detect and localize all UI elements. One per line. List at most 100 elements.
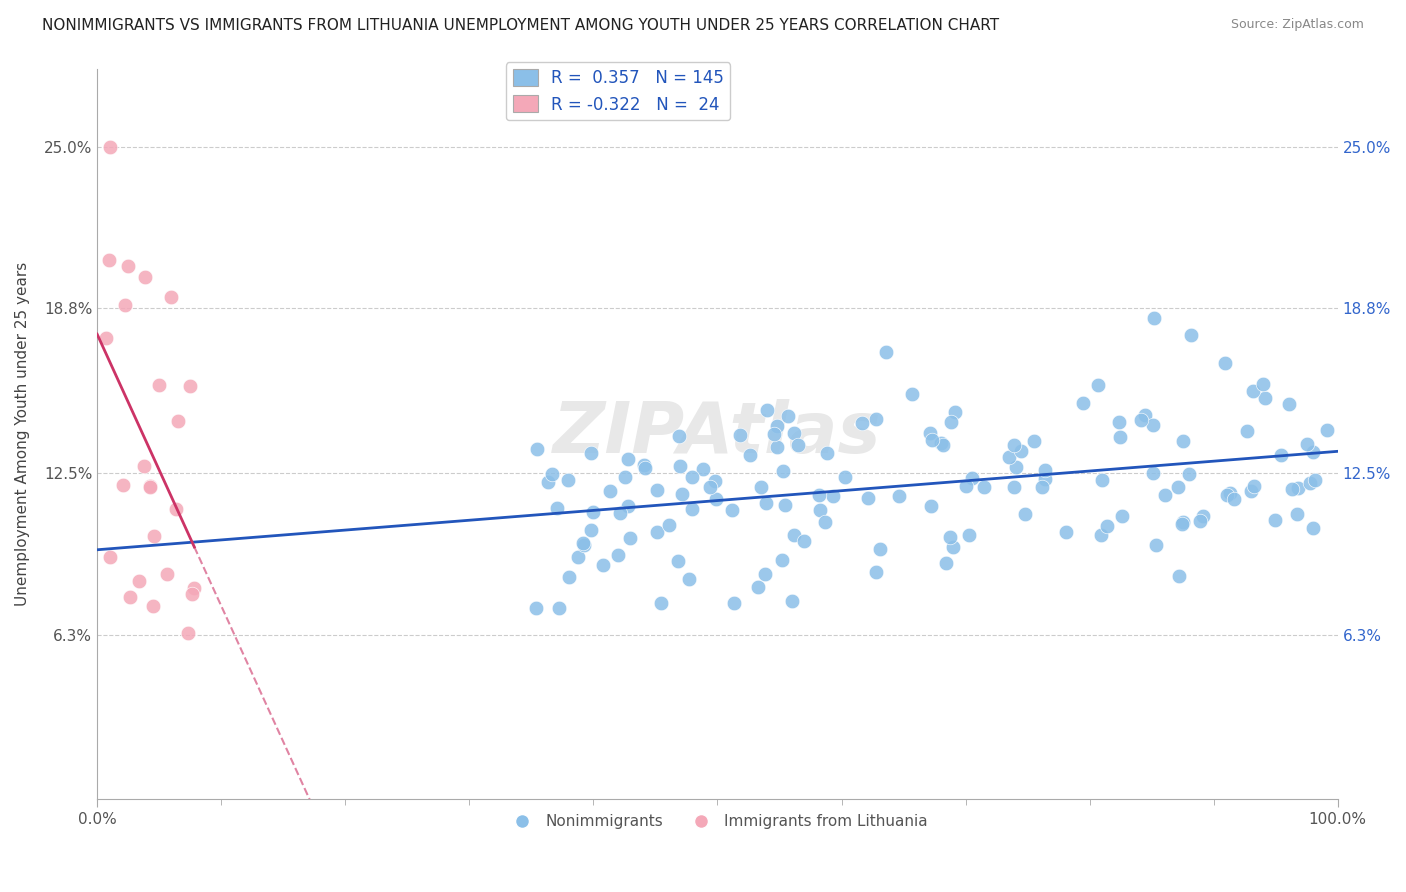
Point	[1035, 472, 1057, 486]
Point	[875, 345, 897, 359]
Point	[1014, 508, 1036, 522]
Point	[1180, 328, 1202, 343]
Point	[1216, 488, 1239, 502]
Point	[1022, 434, 1045, 448]
Point	[921, 433, 943, 447]
Point	[1108, 430, 1130, 444]
Point	[1054, 525, 1077, 540]
Point	[960, 470, 983, 484]
Point	[782, 528, 804, 542]
Point	[793, 533, 815, 548]
Point	[728, 428, 751, 442]
Point	[177, 625, 200, 640]
Point	[998, 450, 1021, 464]
Point	[699, 480, 721, 494]
Point	[681, 470, 703, 484]
Point	[179, 378, 201, 392]
Point	[865, 565, 887, 579]
Point	[1010, 443, 1032, 458]
Point	[692, 462, 714, 476]
Point	[112, 478, 135, 492]
Point	[1171, 515, 1194, 529]
Point	[634, 460, 657, 475]
Point	[1144, 538, 1167, 552]
Point	[167, 414, 190, 428]
Y-axis label: Unemployment Among Youth under 25 years: Unemployment Among Youth under 25 years	[15, 261, 30, 606]
Point	[582, 505, 605, 519]
Point	[98, 253, 121, 268]
Point	[159, 290, 181, 304]
Point	[165, 502, 187, 516]
Point	[957, 528, 980, 542]
Point	[607, 548, 630, 562]
Point	[755, 402, 778, 417]
Point	[1173, 434, 1195, 448]
Point	[1133, 409, 1156, 423]
Point	[183, 582, 205, 596]
Point	[865, 412, 887, 426]
Point	[1296, 437, 1319, 451]
Point	[1253, 391, 1275, 405]
Point	[704, 491, 727, 506]
Point	[613, 470, 636, 484]
Point	[810, 503, 832, 517]
Point	[180, 587, 202, 601]
Point	[1091, 473, 1114, 487]
Point	[142, 599, 165, 613]
Point	[609, 506, 631, 520]
Point	[1143, 311, 1166, 326]
Point	[128, 574, 150, 588]
Point	[1299, 475, 1322, 490]
Point	[117, 259, 139, 273]
Point	[740, 448, 762, 462]
Point	[704, 474, 727, 488]
Point	[935, 556, 957, 570]
Point	[592, 558, 614, 572]
Point	[681, 501, 703, 516]
Point	[942, 540, 965, 554]
Point	[94, 331, 117, 345]
Point	[869, 541, 891, 556]
Point	[1142, 418, 1164, 433]
Point	[780, 594, 803, 608]
Point	[955, 479, 977, 493]
Point	[650, 596, 672, 610]
Point	[808, 488, 831, 502]
Point	[1215, 356, 1237, 370]
Point	[943, 405, 966, 419]
Point	[1243, 479, 1265, 493]
Point	[537, 475, 560, 490]
Point	[932, 438, 955, 452]
Point	[540, 467, 562, 481]
Point	[1251, 376, 1274, 391]
Point	[134, 269, 156, 284]
Point	[938, 530, 960, 544]
Point	[834, 470, 856, 484]
Point	[823, 489, 845, 503]
Text: Source: ZipAtlas.com: Source: ZipAtlas.com	[1230, 18, 1364, 31]
Point	[134, 458, 156, 473]
Point	[754, 567, 776, 582]
Point	[918, 425, 941, 440]
Point	[524, 601, 547, 615]
Point	[671, 487, 693, 501]
Point	[1285, 507, 1308, 521]
Point	[920, 499, 942, 513]
Point	[98, 549, 121, 564]
Point	[546, 500, 568, 515]
Point	[1108, 415, 1130, 429]
Text: ZIPAtlas: ZIPAtlas	[553, 400, 882, 468]
Point	[1071, 396, 1094, 410]
Point	[765, 419, 787, 434]
Point	[1191, 508, 1213, 523]
Point	[1002, 480, 1025, 494]
Point	[669, 459, 692, 474]
Point	[658, 518, 681, 533]
Point	[668, 428, 690, 442]
Point	[139, 480, 162, 494]
Point	[1270, 448, 1292, 462]
Point	[572, 538, 595, 552]
Point	[1240, 483, 1263, 498]
Point	[1281, 482, 1303, 496]
Point	[1005, 460, 1028, 475]
